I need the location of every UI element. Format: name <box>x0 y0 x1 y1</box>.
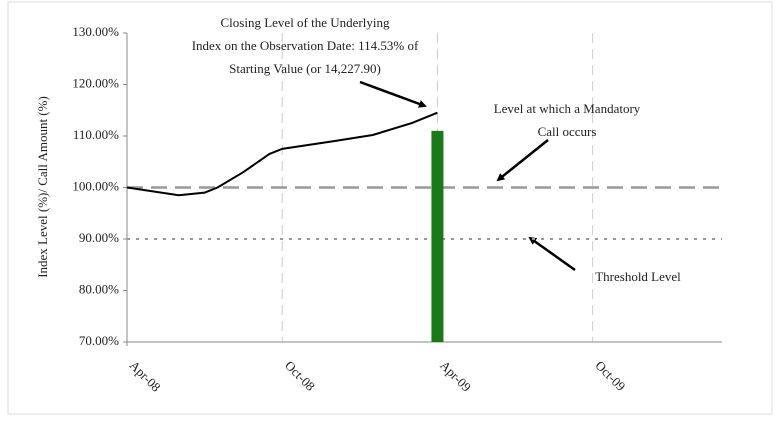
annotation: Call occurs <box>538 124 597 139</box>
y-tick-label: 100.00% <box>72 178 119 193</box>
bar <box>431 130 444 342</box>
annotation: Level at which a Mandatory <box>494 101 641 116</box>
y-tick-label: 120.00% <box>72 75 119 90</box>
y-tick-label: 90.00% <box>79 230 119 245</box>
annotation: Index on the Observation Date: 114.53% o… <box>192 38 419 53</box>
x-tick-label: Apr-09 <box>437 358 474 395</box>
arrow <box>359 80 427 108</box>
arrow <box>528 236 576 272</box>
x-tick-label: Apr-08 <box>127 358 164 395</box>
annotation: Threshold Level <box>595 269 681 284</box>
line <box>126 111 438 197</box>
y-tick-label: 70.00% <box>79 333 119 348</box>
y-tick-label: 80.00% <box>79 281 119 296</box>
frame <box>7 1 773 415</box>
annotation: Closing Level of the Underlying <box>221 15 390 30</box>
annotation: Starting Value (or 14,227.90) <box>229 61 381 76</box>
x-tick-label: Oct-09 <box>592 358 628 394</box>
y-axis-label: Index Level (%)/ Call Amount (%) <box>35 96 50 278</box>
y-tick-label: 130.00% <box>72 24 119 39</box>
x-tick-label: Oct-08 <box>282 358 318 394</box>
y-tick-label: 110.00% <box>73 127 119 142</box>
arrow <box>496 139 549 182</box>
